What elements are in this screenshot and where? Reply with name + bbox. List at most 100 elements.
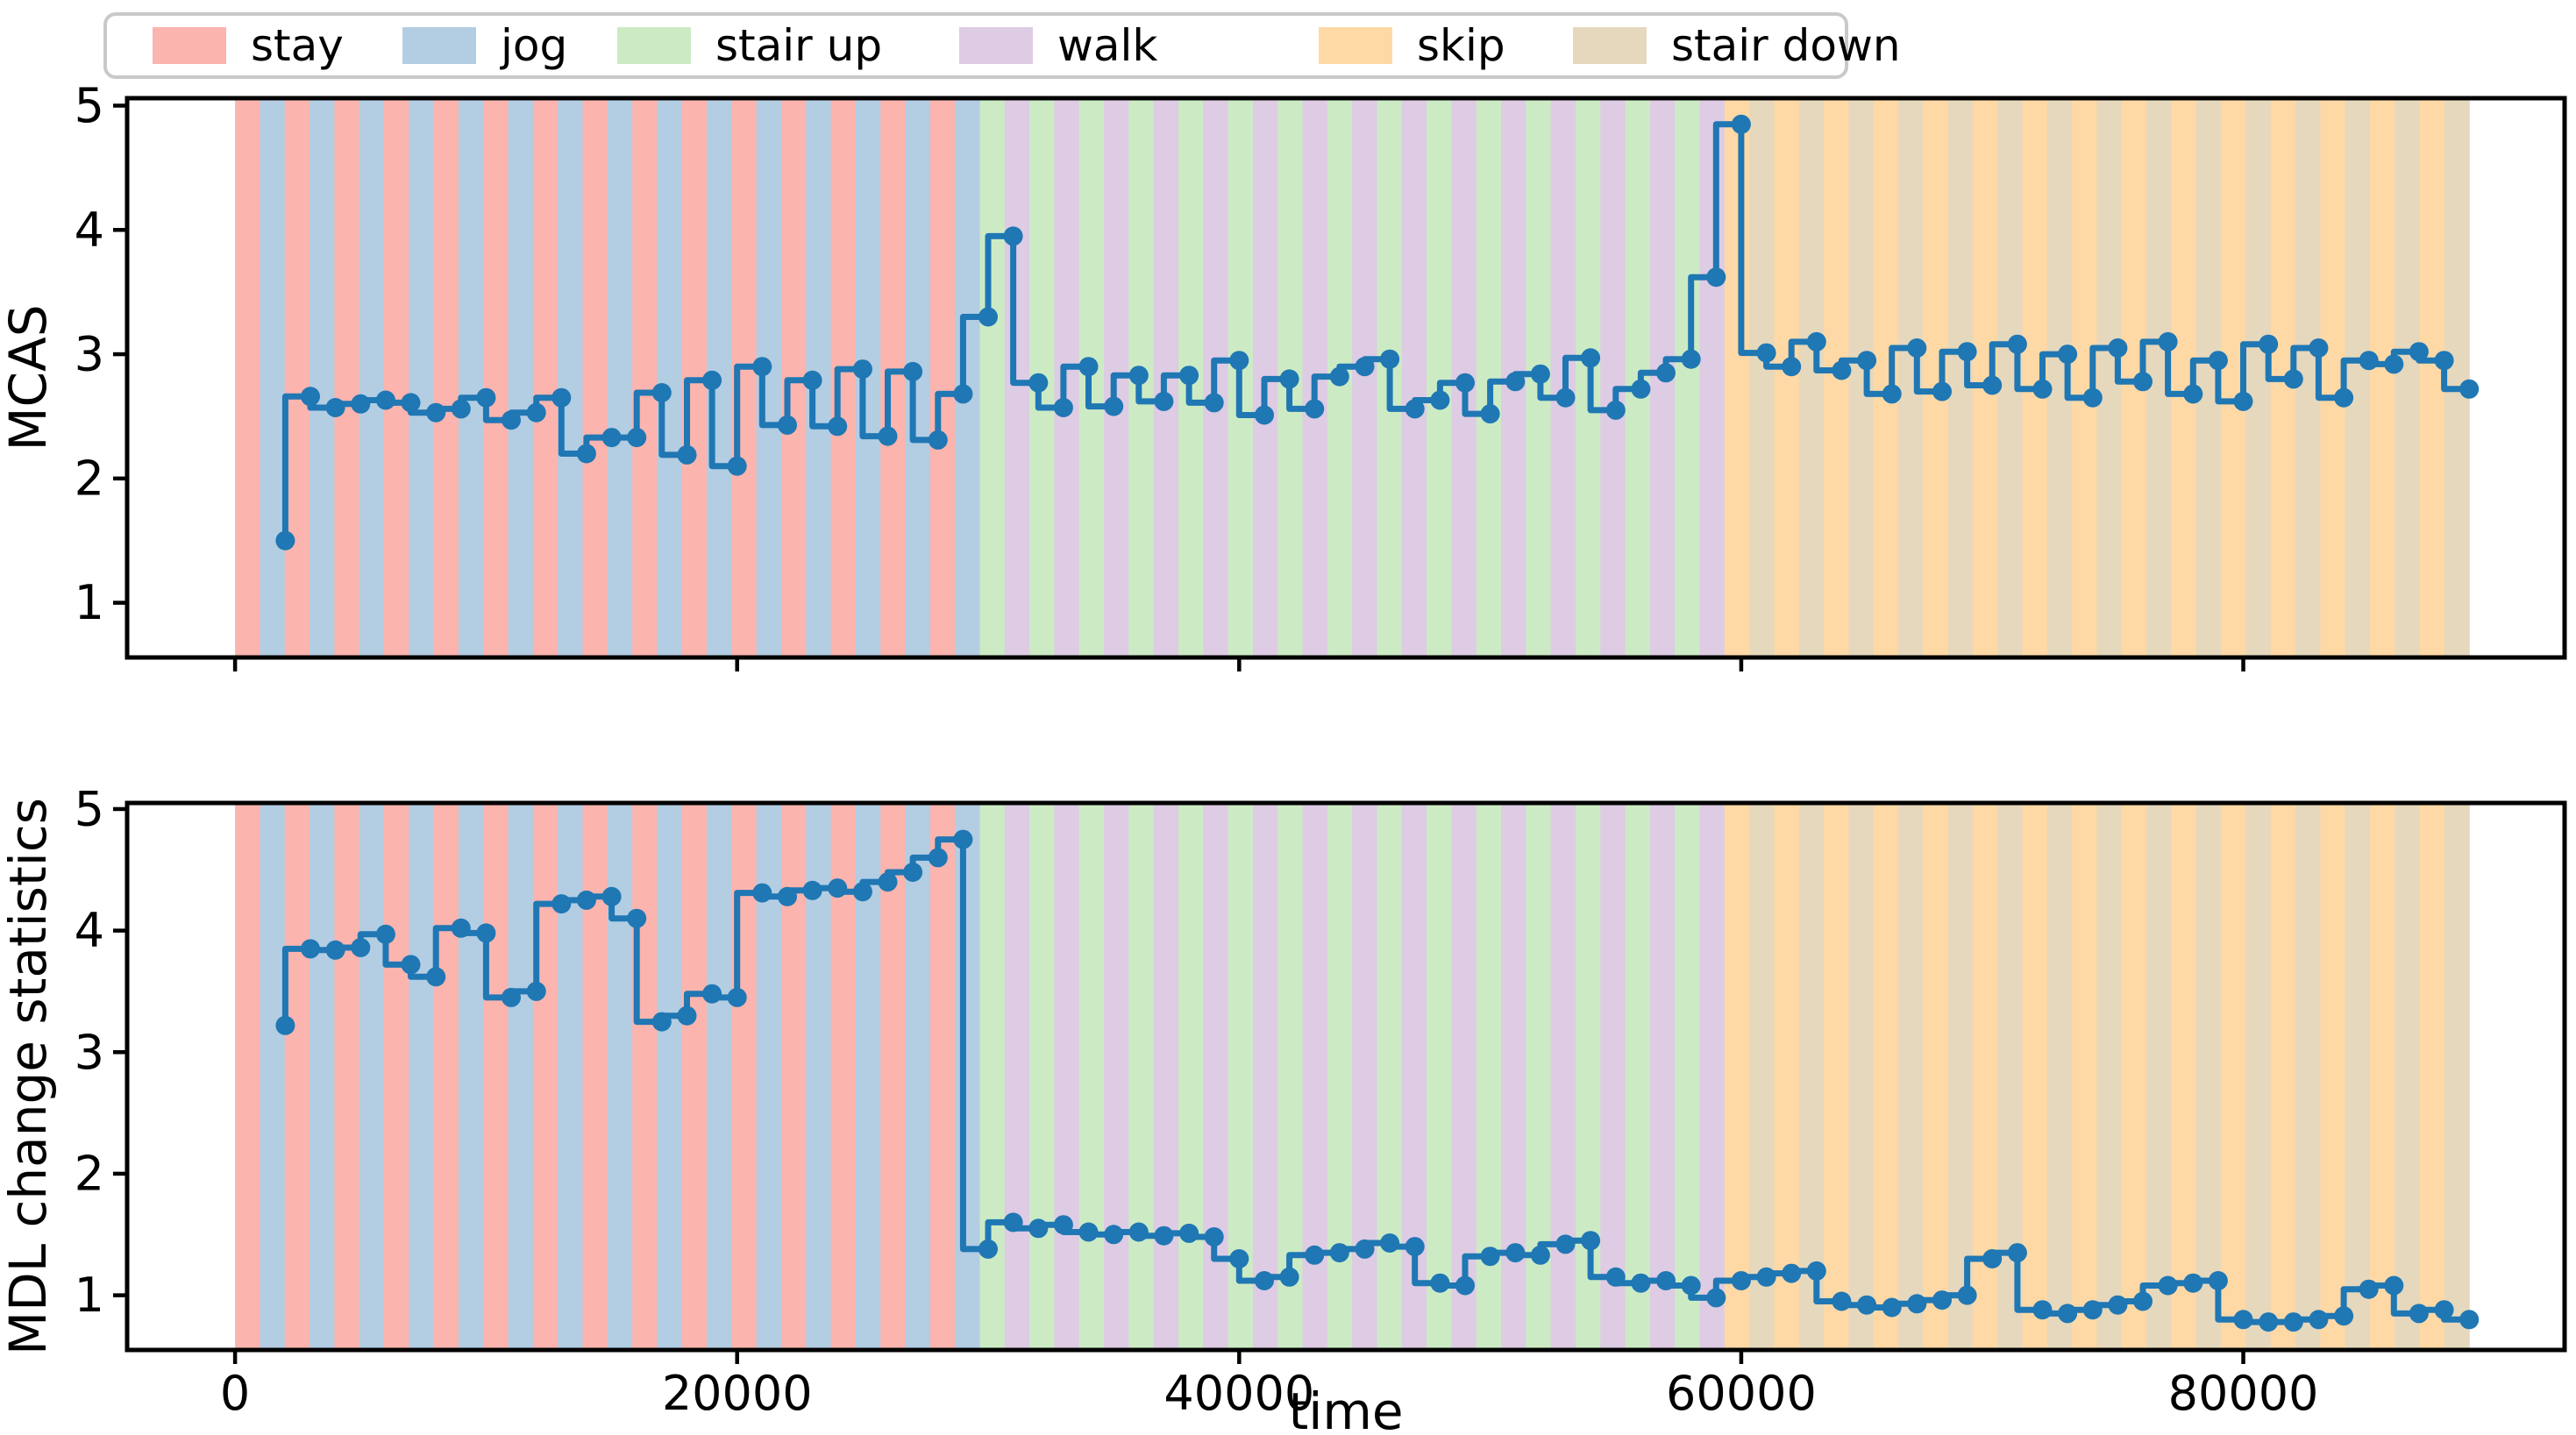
data-point-marker: [1003, 1212, 1023, 1233]
data-point-marker: [727, 987, 747, 1007]
data-point-marker: [1706, 267, 1726, 288]
activity-band-jog: [905, 803, 931, 1350]
activity-band-jog: [607, 803, 633, 1350]
data-point-marker: [1982, 1249, 2003, 1268]
activity-band-stair-down: [1749, 98, 1775, 657]
data-point-marker: [1078, 357, 1099, 377]
data-point-marker: [1078, 1222, 1099, 1242]
data-point-marker: [2058, 1304, 2078, 1324]
data-point-marker: [1731, 1271, 1751, 1290]
data-point-marker: [1229, 1249, 1249, 1268]
data-point-marker: [2082, 1300, 2103, 1320]
stair-up-color-swatch: [617, 27, 691, 64]
activity-band-walk: [1401, 98, 1427, 657]
activity-band-stair-up: [1427, 803, 1453, 1350]
legend-label-stair-down: stair down: [1671, 20, 1901, 71]
activity-band-stair-down: [1749, 803, 1775, 1350]
data-point-marker: [1480, 404, 1500, 424]
activity-band-stay: [880, 803, 907, 1350]
activity-band-stair-down: [2395, 98, 2421, 657]
data-point-marker: [752, 883, 772, 903]
data-point-marker: [2032, 1300, 2053, 1320]
data-point-marker: [1204, 1227, 1224, 1247]
data-point-marker: [702, 370, 722, 390]
x-tick-label: 60000: [1666, 1366, 1817, 1421]
data-point-marker: [1832, 360, 1852, 380]
y-tick-label: 1: [75, 575, 104, 630]
legend-label-walk: walk: [1057, 20, 1158, 71]
data-point-marker: [928, 848, 948, 868]
data-point-marker: [828, 878, 848, 899]
data-point-marker: [2058, 345, 2078, 365]
data-point-marker: [2133, 1291, 2153, 1311]
data-point-marker: [1380, 1233, 1400, 1253]
data-point-marker: [953, 829, 973, 849]
data-point-marker: [1681, 349, 1701, 369]
plot1-x-axis: [232, 657, 2245, 671]
activity-band-stay: [433, 98, 459, 657]
data-point-marker: [576, 444, 596, 464]
y-tick-label: 3: [75, 1025, 104, 1080]
activity-band-walk: [1352, 98, 1378, 657]
activity-band-jog: [657, 98, 683, 657]
data-point-marker: [878, 872, 898, 892]
legend-label-jog: jog: [501, 20, 568, 71]
data-point-marker: [651, 383, 672, 402]
data-point-marker: [2459, 1310, 2480, 1330]
activity-band-jog: [260, 803, 286, 1350]
activity-band-stay: [483, 803, 509, 1350]
data-point-marker: [1530, 1245, 1550, 1265]
data-point-marker: [1104, 1225, 1124, 1245]
activity-band-stay: [532, 803, 559, 1350]
data-point-marker: [1832, 1291, 1852, 1311]
activity-band-jog: [558, 98, 584, 657]
data-point-marker: [2158, 331, 2178, 352]
legend-label-stay: stay: [251, 20, 344, 71]
activity-band-jog: [310, 98, 335, 657]
activity-band-skip: [1873, 98, 1899, 657]
plot2-ylabel: MDL change statistics: [0, 798, 58, 1355]
data-point-marker: [2108, 338, 2128, 358]
data-point-marker: [2434, 1300, 2454, 1320]
activity-band-stay: [929, 98, 956, 657]
activity-band-stair-down: [2195, 803, 2222, 1350]
data-point-marker: [1455, 373, 1475, 393]
data-point-marker: [1028, 1218, 1049, 1239]
activity-band-stay: [433, 803, 459, 1350]
data-point-marker: [1104, 396, 1124, 416]
data-point-marker: [426, 967, 446, 987]
data-point-marker: [1957, 342, 1977, 362]
data-point-marker: [677, 1005, 697, 1026]
data-point-marker: [1505, 372, 1526, 392]
data-point-marker: [2007, 1243, 2027, 1263]
activity-band-stay: [334, 98, 360, 657]
plot2-frame: [125, 800, 2567, 1353]
data-point-marker: [1128, 1222, 1149, 1242]
activity-band-walk: [1550, 803, 1576, 1350]
data-point-marker: [2409, 342, 2429, 362]
activity-band-skip: [2022, 803, 2048, 1350]
data-point-marker: [1907, 1294, 1927, 1314]
activity-band-walk: [1203, 803, 1229, 1350]
data-point-marker: [551, 387, 572, 408]
activity-band-stay: [632, 803, 658, 1350]
activity-band-walk: [1004, 98, 1030, 657]
y-tick-label: 2: [75, 1146, 104, 1201]
activity-band-stay: [632, 98, 658, 657]
activity-band-walk: [1054, 803, 1080, 1350]
data-point-marker: [2158, 1275, 2178, 1296]
activity-band-stair-down: [2395, 803, 2421, 1350]
data-point-marker: [802, 880, 822, 900]
data-point-marker: [401, 955, 421, 975]
activity-band-stair-up: [1327, 803, 1353, 1350]
activity-band-jog: [955, 803, 981, 1350]
activity-band-stay: [929, 803, 956, 1350]
data-point-marker: [978, 1239, 998, 1259]
plot1-frame: [125, 96, 2567, 660]
data-point-marker: [401, 393, 421, 413]
data-point-marker: [1505, 1243, 1526, 1263]
data-point-marker: [275, 1015, 295, 1035]
data-point-marker: [1305, 1245, 1325, 1265]
data-point-marker: [1555, 387, 1576, 408]
